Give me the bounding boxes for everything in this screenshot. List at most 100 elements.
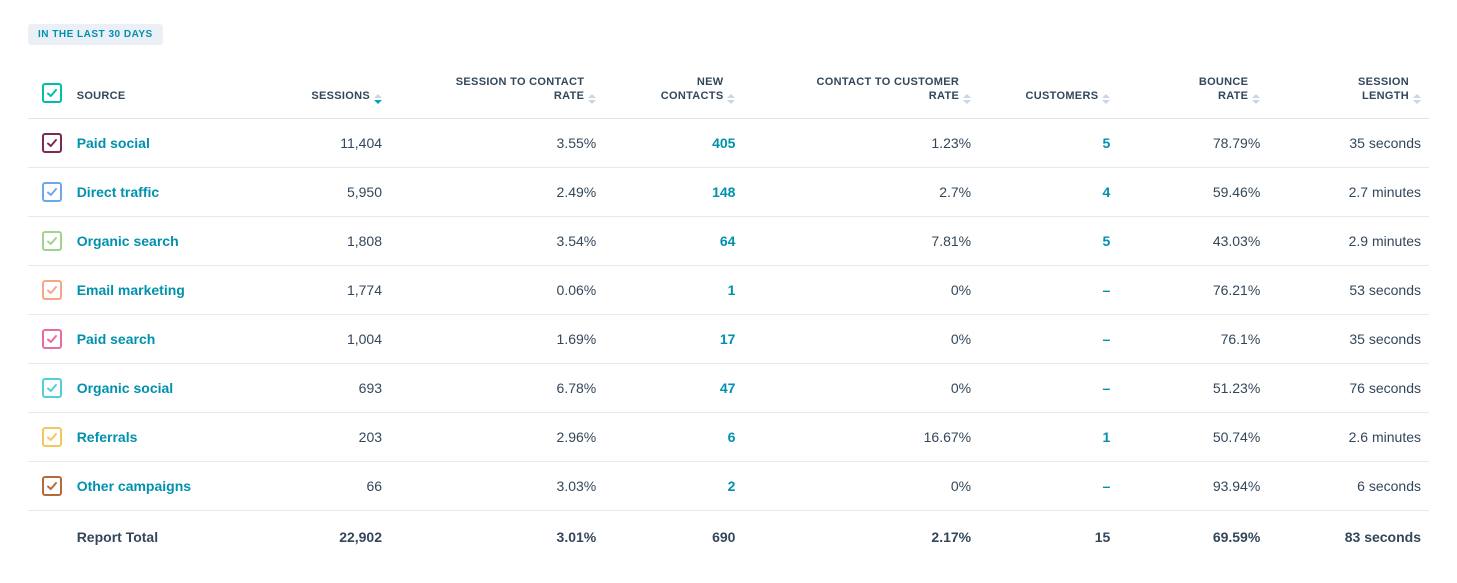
source-cell: Organic social	[69, 363, 262, 412]
table-row: Organic search 1,808 3.54% 64 7.81% 5 43…	[28, 216, 1429, 265]
c2c-cell: 0%	[743, 363, 979, 412]
source-cell: Direct traffic	[69, 167, 262, 216]
new-contacts-cell[interactable]: 47	[604, 363, 743, 412]
customers-cell[interactable]: 4	[979, 167, 1118, 216]
s2c-cell: 1.69%	[390, 314, 604, 363]
row-checkbox[interactable]	[42, 231, 62, 251]
sort-icon	[1413, 94, 1421, 104]
col-s2c-label: SESSION TO CONTACTRATE	[456, 75, 584, 104]
new-contacts-cell[interactable]: 6	[604, 412, 743, 461]
col-source[interactable]: SOURCE	[69, 65, 262, 118]
row-checkbox[interactable]	[42, 182, 62, 202]
customers-cell[interactable]: –	[979, 363, 1118, 412]
table-row: Referrals 203 2.96% 6 16.67% 1 50.74% 2.…	[28, 412, 1429, 461]
customers-cell[interactable]: 5	[979, 118, 1118, 167]
source-link[interactable]: Paid search	[77, 331, 156, 347]
row-checkbox-cell	[28, 412, 69, 461]
sort-icon	[727, 94, 735, 104]
row-checkbox-cell	[28, 265, 69, 314]
c2c-cell: 0%	[743, 314, 979, 363]
table-row: Direct traffic 5,950 2.49% 148 2.7% 4 59…	[28, 167, 1429, 216]
c2c-cell: 0%	[743, 265, 979, 314]
row-checkbox-cell	[28, 363, 69, 412]
col-session-contact-rate[interactable]: SESSION TO CONTACTRATE	[390, 65, 604, 118]
source-link[interactable]: Organic search	[77, 233, 179, 249]
source-cell: Paid social	[69, 118, 262, 167]
total-customers: 15	[979, 510, 1118, 559]
new-contacts-cell[interactable]: 64	[604, 216, 743, 265]
s2c-cell: 6.78%	[390, 363, 604, 412]
col-customers[interactable]: CUSTOMERS	[979, 65, 1118, 118]
header-row: SOURCE SESSIONS SESSION TO CONTACTRATE N…	[28, 65, 1429, 118]
slen-cell: 2.7 minutes	[1268, 167, 1429, 216]
bounce-cell: 59.46%	[1118, 167, 1268, 216]
slen-cell: 76 seconds	[1268, 363, 1429, 412]
row-checkbox[interactable]	[42, 427, 62, 447]
new-contacts-cell[interactable]: 148	[604, 167, 743, 216]
row-checkbox-cell	[28, 118, 69, 167]
col-sessions[interactable]: SESSIONS	[261, 65, 390, 118]
source-link[interactable]: Email marketing	[77, 282, 185, 298]
row-checkbox[interactable]	[42, 280, 62, 300]
bounce-cell: 51.23%	[1118, 363, 1268, 412]
new-contacts-cell[interactable]: 405	[604, 118, 743, 167]
customers-cell[interactable]: –	[979, 265, 1118, 314]
bounce-cell: 93.94%	[1118, 461, 1268, 510]
table-row: Organic social 693 6.78% 47 0% – 51.23% …	[28, 363, 1429, 412]
sort-icon	[1102, 94, 1110, 104]
col-session-length[interactable]: SESSIONLENGTH	[1268, 65, 1429, 118]
source-cell: Email marketing	[69, 265, 262, 314]
s2c-cell: 2.49%	[390, 167, 604, 216]
customers-cell[interactable]: –	[979, 461, 1118, 510]
source-link[interactable]: Paid social	[77, 135, 150, 151]
time-range-badge: IN THE LAST 30 DAYS	[28, 24, 163, 45]
new-contacts-cell[interactable]: 17	[604, 314, 743, 363]
slen-cell: 35 seconds	[1268, 314, 1429, 363]
col-contact-customer-rate[interactable]: CONTACT TO CUSTOMERRATE	[743, 65, 979, 118]
s2c-cell: 3.54%	[390, 216, 604, 265]
c2c-cell: 7.81%	[743, 216, 979, 265]
col-bounce-label: BOUNCERATE	[1199, 75, 1248, 104]
total-row: Report Total 22,902 3.01% 690 2.17% 15 6…	[28, 510, 1429, 559]
total-label: Report Total	[69, 510, 262, 559]
empty-cell	[28, 510, 69, 559]
customers-cell[interactable]: 5	[979, 216, 1118, 265]
col-slen-label: SESSIONLENGTH	[1358, 75, 1409, 104]
customers-cell[interactable]: 1	[979, 412, 1118, 461]
c2c-cell: 1.23%	[743, 118, 979, 167]
new-contacts-cell[interactable]: 1	[604, 265, 743, 314]
source-cell: Paid search	[69, 314, 262, 363]
select-all-checkbox[interactable]	[42, 83, 62, 103]
source-link[interactable]: Direct traffic	[77, 184, 159, 200]
c2c-cell: 0%	[743, 461, 979, 510]
total-bounce: 69.59%	[1118, 510, 1268, 559]
total-sessions: 22,902	[261, 510, 390, 559]
col-new-contacts[interactable]: NEWCONTACTS	[604, 65, 743, 118]
customers-cell[interactable]: –	[979, 314, 1118, 363]
slen-cell: 53 seconds	[1268, 265, 1429, 314]
source-cell: Other campaigns	[69, 461, 262, 510]
row-checkbox-cell	[28, 167, 69, 216]
row-checkbox[interactable]	[42, 378, 62, 398]
source-link[interactable]: Referrals	[77, 429, 138, 445]
col-newc-label: NEWCONTACTS	[661, 75, 724, 104]
sessions-cell: 11,404	[261, 118, 390, 167]
slen-cell: 2.6 minutes	[1268, 412, 1429, 461]
sessions-cell: 1,808	[261, 216, 390, 265]
new-contacts-cell[interactable]: 2	[604, 461, 743, 510]
row-checkbox[interactable]	[42, 133, 62, 153]
row-checkbox-cell	[28, 216, 69, 265]
col-sessions-label: SESSIONS	[311, 89, 370, 103]
table-row: Paid search 1,004 1.69% 17 0% – 76.1% 35…	[28, 314, 1429, 363]
sort-icon	[374, 94, 382, 104]
slen-cell: 2.9 minutes	[1268, 216, 1429, 265]
source-cell: Organic search	[69, 216, 262, 265]
row-checkbox-cell	[28, 314, 69, 363]
total-s2c: 3.01%	[390, 510, 604, 559]
source-link[interactable]: Other campaigns	[77, 478, 191, 494]
source-link[interactable]: Organic social	[77, 380, 173, 396]
row-checkbox[interactable]	[42, 329, 62, 349]
total-c2c: 2.17%	[743, 510, 979, 559]
row-checkbox[interactable]	[42, 476, 62, 496]
col-bounce-rate[interactable]: BOUNCERATE	[1118, 65, 1268, 118]
